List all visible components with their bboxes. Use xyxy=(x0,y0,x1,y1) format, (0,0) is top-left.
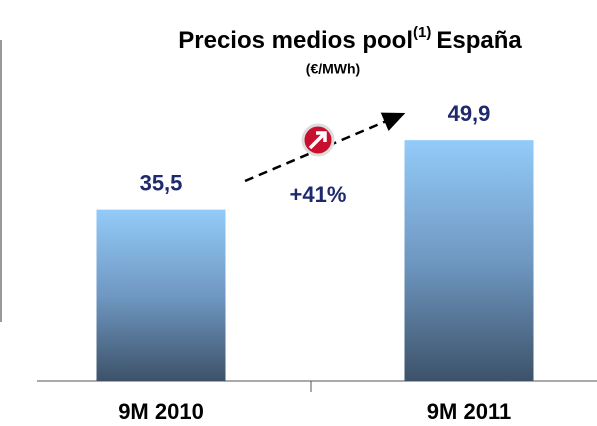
value-label: 35,5 xyxy=(140,170,183,195)
trend-arrow xyxy=(244,112,406,183)
value-label: 49,9 xyxy=(448,101,491,126)
x-tick-label: 9M 2011 xyxy=(427,399,511,424)
chart-subtitle: (€/MWh) xyxy=(306,61,360,77)
chart-title: Precios medios pool(1) España xyxy=(178,24,522,54)
bar xyxy=(404,140,534,381)
bar xyxy=(96,209,226,381)
growth-icon xyxy=(301,123,335,157)
annotation: +41% xyxy=(290,182,347,207)
x-tick-label: 9M 2010 xyxy=(118,399,204,424)
